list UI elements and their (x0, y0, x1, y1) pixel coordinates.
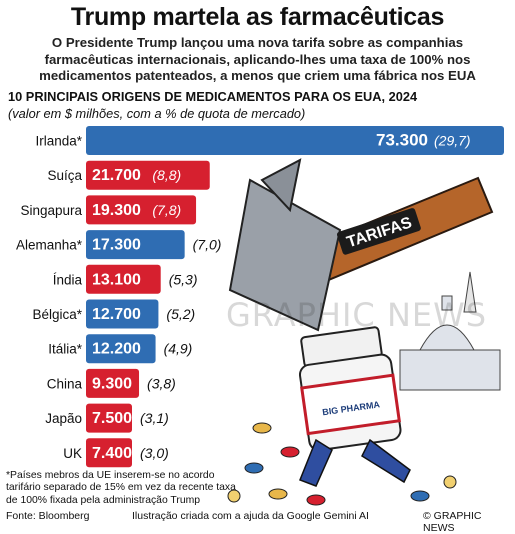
share-label: (7,0) (193, 237, 222, 253)
bar (86, 160, 210, 190)
share-label: (7,8) (152, 202, 181, 218)
country-label: UK (63, 446, 82, 461)
share-label: (3,0) (140, 445, 169, 461)
monument-icon (463, 271, 477, 313)
share-label: (3,1) (140, 410, 169, 426)
share-label: (8,8) (152, 167, 181, 183)
bar (86, 299, 159, 329)
chart-title: 10 PRINCIPAIS ORIGENS DE MEDICAMENTOS PA… (8, 89, 418, 104)
country-label: Índia (53, 272, 83, 287)
bar (86, 403, 132, 433)
value-label: 12.700 (92, 306, 141, 323)
share-label: (5,3) (169, 271, 198, 287)
capitol-icon (399, 295, 501, 391)
bar (86, 264, 161, 294)
country-label: Bélgica* (32, 307, 82, 322)
value-label: 7.400 (92, 445, 132, 462)
value-label: 17.300 (92, 237, 141, 254)
value-label: 73.300 (376, 131, 428, 150)
country-label: China (47, 376, 83, 391)
bar (86, 334, 156, 364)
share-label: (5,2) (166, 306, 195, 322)
bar (86, 438, 132, 468)
value-label: 19.300 (92, 202, 141, 219)
bar (86, 126, 504, 155)
footnote: *Países mebros da UE inserem-se no acord… (6, 470, 236, 506)
share-label: (4,9) (164, 341, 193, 357)
value-label: 21.700 (92, 167, 141, 184)
value-label: 9.300 (92, 375, 132, 392)
country-label: Irlanda* (35, 134, 82, 149)
hammer-icon: TARIFAS (228, 158, 494, 332)
value-label: 12.200 (92, 341, 141, 358)
share-label: (29,7) (434, 133, 471, 149)
bar (86, 195, 197, 225)
country-label: Suíça (47, 168, 82, 183)
value-label: 13.100 (92, 271, 141, 288)
bar (86, 230, 185, 260)
share-label: (3,8) (147, 375, 176, 391)
legs-icon (299, 438, 411, 487)
country-label: Itália* (48, 342, 83, 357)
value-label: 7.500 (92, 410, 132, 427)
page-subtitle: O Presidente Trump lançou uma nova tarif… (39, 35, 476, 83)
credit-text: Ilustração criada com a ajuda da Google … (132, 510, 369, 522)
country-label: Alemanha* (16, 238, 83, 253)
copyright-text: © GRAPHIC NEWS (423, 510, 482, 534)
country-label: Singapura (20, 203, 82, 218)
country-label: Japão (45, 411, 82, 426)
pills-icon (227, 422, 457, 506)
bar (86, 368, 140, 398)
pill-bottle-icon: BIG PHARMA (298, 326, 402, 452)
source-text: Fonte: Bloomberg (6, 510, 90, 522)
watermark: GRAPHIC NEWS (226, 296, 488, 334)
page-title: Trump martela as farmacêuticas (70, 3, 445, 31)
chart-subtitle: (valor em $ milhões, com a % de quota de… (8, 106, 306, 121)
